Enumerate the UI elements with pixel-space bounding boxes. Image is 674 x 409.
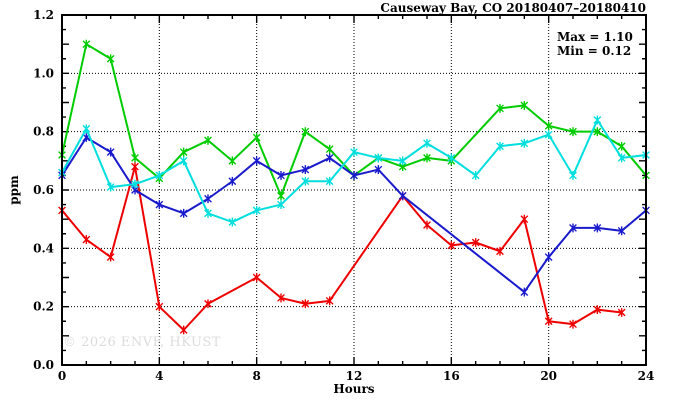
y-tick-label: 0.6 — [33, 183, 54, 197]
x-tick-label: 12 — [346, 369, 363, 383]
x-tick-label: 16 — [443, 369, 460, 383]
min-annotation: Min = 0.12 — [557, 44, 632, 58]
x-tick-label: 0 — [58, 369, 66, 383]
x-tick-label: 8 — [252, 369, 260, 383]
max-annotation: Max = 1.10 — [557, 30, 633, 44]
x-tick-label: 20 — [540, 369, 557, 383]
series-green — [61, 43, 647, 197]
y-tick-label: 0.4 — [33, 241, 54, 255]
axis-ticks — [62, 15, 646, 365]
y-tick-label: 1.0 — [33, 66, 54, 80]
plot-border — [61, 14, 647, 366]
chart-title: Causeway Bay, CO 20180407–20180410 — [380, 1, 646, 15]
stats-annotation: Max = 1.10 Min = 0.12 — [557, 30, 633, 58]
y-tick-label: 1.2 — [33, 8, 54, 22]
y-tick-label: 0.2 — [33, 300, 54, 314]
y-axis-label: ppm — [7, 175, 21, 205]
watermark: © 2026 ENVF, HKUST — [63, 335, 221, 350]
y-tick-label: 0.8 — [33, 125, 54, 139]
gridlines — [62, 15, 646, 365]
x-axis-label: Hours — [333, 382, 375, 396]
y-tick-label: 0.0 — [33, 358, 54, 372]
x-tick-label: 4 — [155, 369, 163, 383]
x-tick-label: 24 — [638, 369, 655, 383]
